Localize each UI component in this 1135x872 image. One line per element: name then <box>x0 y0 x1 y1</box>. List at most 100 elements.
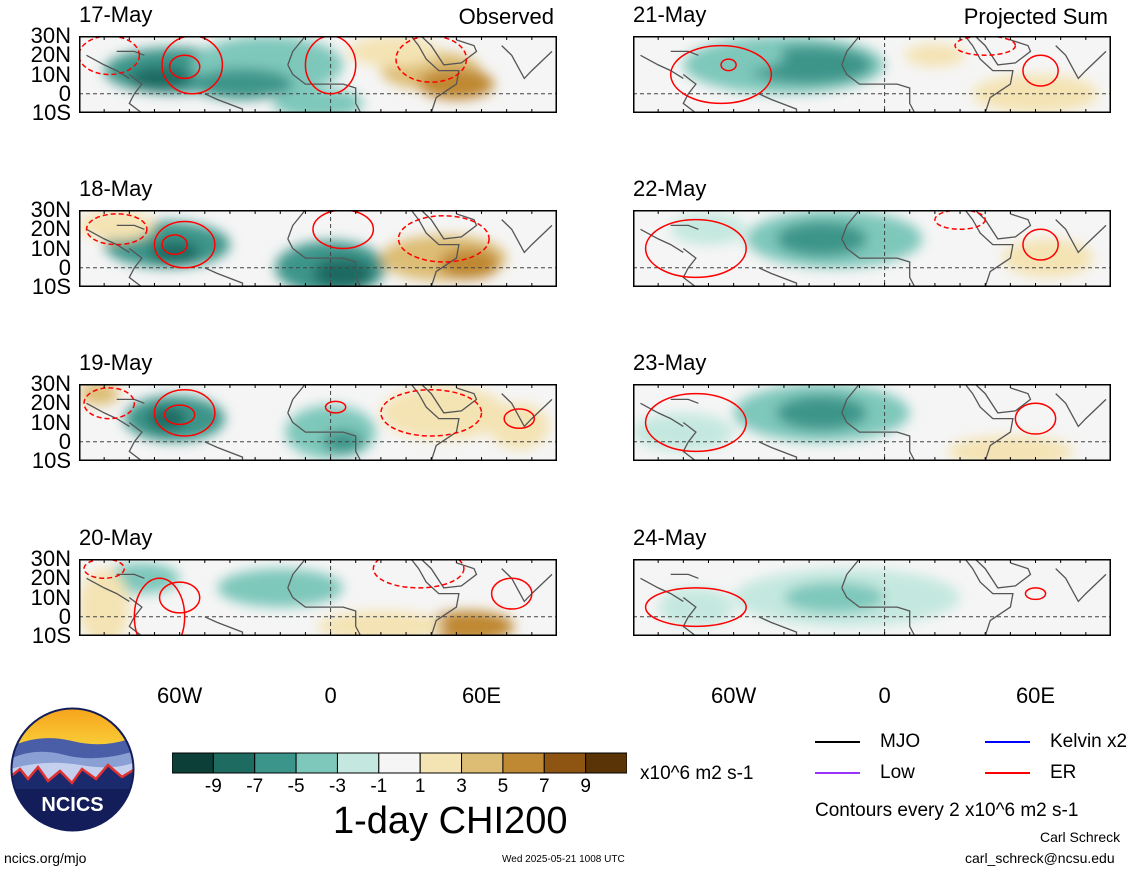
colorbar-swatch <box>336 752 380 774</box>
map-frame <box>633 36 1111 113</box>
colorbar-tick: -3 <box>329 776 346 797</box>
y-tick-label: 30N <box>30 546 71 571</box>
coastline <box>682 73 697 113</box>
x-tick-label: 60W <box>711 683 757 708</box>
footer-timestamp: Wed 2025-05-21 1008 UTC <box>502 854 625 865</box>
x-tick-label: 60E <box>461 683 502 708</box>
legend-label: Low <box>880 762 915 783</box>
map-frame <box>79 559 557 636</box>
y-tick-label: 0 <box>58 254 71 280</box>
er-contour <box>324 400 347 414</box>
colorbar-tick: -5 <box>287 776 305 797</box>
y-tick-label: 20N <box>30 565 71 591</box>
colorbar-tick: 7 <box>538 776 550 797</box>
ncics-logo: NCICS <box>10 707 135 832</box>
legend-line <box>815 741 860 743</box>
coastline <box>420 36 478 66</box>
anomaly-map <box>633 559 1111 636</box>
er-contour <box>644 392 747 453</box>
colorbar-swatch <box>543 752 587 774</box>
coastline <box>841 238 916 287</box>
y-tick-label: 0 <box>58 80 71 106</box>
coastline <box>287 210 306 240</box>
anomaly-blob <box>348 36 439 67</box>
map-frame <box>79 384 557 461</box>
contour-note: Contours every 2 x10^6 m2 s-1 <box>815 800 1079 821</box>
anomaly-blob <box>79 568 130 636</box>
anomaly-blob <box>192 68 293 100</box>
coastline <box>670 398 699 404</box>
legend-label: MJO <box>880 731 921 752</box>
anomaly-blob <box>146 407 188 431</box>
coastline <box>86 402 130 427</box>
coastline <box>116 50 145 56</box>
coastline <box>841 412 916 461</box>
er-contour <box>304 36 357 95</box>
coastline <box>841 210 860 240</box>
colorbar-swatch <box>254 752 297 774</box>
x-tick-label: 0 <box>324 683 337 708</box>
colorbar-tick: 3 <box>456 776 467 797</box>
coastline <box>204 267 244 287</box>
er-contour <box>954 36 1017 56</box>
y-tick-label: 10N <box>30 61 71 87</box>
anomaly-blob <box>318 610 444 636</box>
coastline <box>758 93 798 113</box>
coastline <box>86 54 130 79</box>
anomaly-blob <box>217 568 344 608</box>
y-tick-label: 20N <box>30 42 71 68</box>
x-tick-label: 60W <box>157 683 203 708</box>
coastline <box>670 50 699 56</box>
coastline <box>640 402 684 427</box>
er-contour <box>79 36 141 76</box>
coastline <box>501 393 553 428</box>
coastline <box>128 247 143 287</box>
er-contour <box>720 58 737 72</box>
y-tick-label: 20N <box>30 390 71 416</box>
y-tick-label: 30N <box>30 371 71 396</box>
coastline <box>1055 45 1107 80</box>
coastline <box>974 36 1032 66</box>
colorbar-swatch <box>585 752 627 774</box>
map-frame <box>633 210 1111 287</box>
coastline <box>420 559 478 589</box>
coastline <box>682 596 697 636</box>
er-contour <box>372 559 465 589</box>
coastline <box>841 559 860 589</box>
coastline <box>640 577 684 602</box>
er-contour <box>395 36 468 83</box>
coastline <box>204 441 244 461</box>
anomaly-blob <box>79 384 120 406</box>
anomaly-map <box>633 210 1111 287</box>
coastline <box>1055 219 1107 254</box>
er-contour <box>83 387 136 420</box>
coastline <box>86 228 130 253</box>
anomaly-map <box>79 36 557 113</box>
coastline <box>128 73 143 113</box>
er-contour <box>934 210 986 230</box>
coastline <box>501 568 553 603</box>
y-tick-label: 20N <box>30 216 71 242</box>
legend-line <box>985 741 1030 743</box>
y-tick-label: 0 <box>58 603 71 629</box>
panel-date: 22-May <box>633 176 707 201</box>
observed-heading: Observed <box>458 4 554 29</box>
colorbar-tick: -7 <box>246 776 264 797</box>
coastline <box>410 36 460 113</box>
er-contour <box>1014 402 1057 435</box>
coastline <box>287 238 362 287</box>
anomaly-map <box>633 384 1111 461</box>
coastline <box>964 210 1014 287</box>
anomaly-blob <box>323 430 364 454</box>
legend-line <box>815 772 860 774</box>
anomaly-blob <box>904 43 966 67</box>
coastline <box>116 224 145 230</box>
coastline <box>640 54 684 79</box>
anomaly-blob <box>489 403 550 450</box>
x-tick-label: 0 <box>878 683 891 708</box>
coastline <box>287 412 362 461</box>
panel-date: 23-May <box>633 350 707 375</box>
er-contour <box>158 581 201 614</box>
coastline <box>964 384 1014 461</box>
map-frame <box>633 384 1111 461</box>
